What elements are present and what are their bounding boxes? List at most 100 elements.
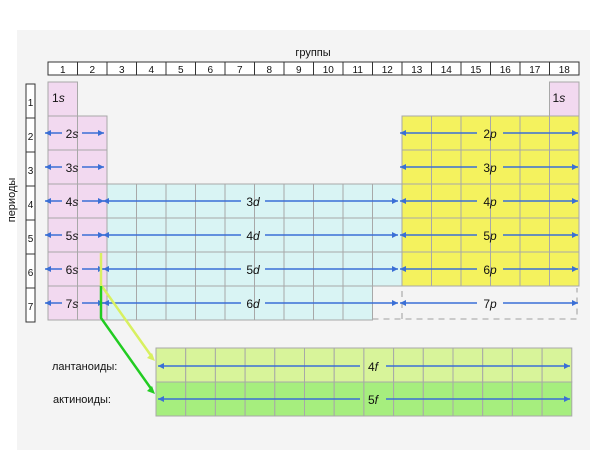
lanthanoids-label: лантаноиды: (52, 361, 117, 373)
group-number: 10 (323, 65, 335, 76)
period-number: 6 (28, 268, 34, 279)
arrow-head-left (103, 198, 109, 204)
arrow-head-right (98, 232, 104, 238)
block-label: 2s (66, 127, 79, 141)
arrow-head-right (392, 198, 398, 204)
arrow-head-left (45, 130, 51, 136)
arrow-head-right (392, 300, 398, 306)
arrow-head-right (98, 130, 104, 136)
arrow-head-right (572, 232, 578, 238)
f-cell-lanthanoid (333, 347, 365, 383)
arrow-head-left (400, 266, 406, 272)
group-number: 9 (296, 65, 302, 76)
arrow-head-right (392, 232, 398, 238)
arrow-head-right (564, 363, 570, 369)
f-cell-lanthanoid (511, 347, 543, 383)
group-number: 2 (89, 65, 95, 76)
arrow-head-right (98, 164, 104, 170)
arrow-head-left (400, 164, 406, 170)
period-number: 4 (28, 200, 34, 211)
lanthanoid-pointer-arrow (99, 253, 154, 358)
s-cell (47, 81, 78, 117)
lanthanoid-pointer-head (147, 353, 155, 361)
arrow-head-right (572, 266, 578, 272)
block-label: 3s (66, 161, 79, 175)
period-number-column: 1 2 3 4 5 6 7 (25, 83, 36, 323)
block-label: 5s (66, 229, 79, 243)
group-number: 13 (411, 65, 423, 76)
arrow-head-left (103, 300, 109, 306)
arrow-head-left (45, 198, 51, 204)
f-cell-lanthanoid (214, 347, 246, 383)
period-number: 7 (28, 302, 34, 313)
group-number: 7 (237, 65, 243, 76)
f-cell-lanthanoid (482, 347, 513, 383)
f-cell-lanthanoid (185, 347, 216, 383)
f-cell-lanthanoid (452, 347, 484, 383)
block-labels: 1s 1s 2s 3s 4s 5s 6s 7s 3d 4d 5d 6d 2p 3p 4p 5p 6p 7p 4f 5f (52, 91, 565, 407)
block-label: 4f (368, 360, 380, 374)
arrow-head-right (572, 198, 578, 204)
group-number: 6 (207, 65, 213, 76)
f-cell-lanthanoid (244, 347, 276, 383)
f-cell-lanthanoid (393, 347, 424, 383)
group-number: 12 (382, 65, 394, 76)
arrow-head-left (103, 266, 109, 272)
block-label: 4d (246, 229, 260, 243)
group-cell (549, 61, 580, 76)
block-label: 6s (66, 263, 79, 277)
block-label: 5p (483, 229, 497, 243)
block-label: 4s (66, 195, 79, 209)
period-number: 3 (28, 166, 34, 177)
block-label: 3p (483, 161, 497, 175)
arrow-head-left (158, 363, 164, 369)
block-label-1s: 1s (52, 91, 65, 105)
arrow-head-right (572, 130, 578, 136)
period-number: 1 (28, 98, 34, 109)
block-label: 7s (66, 297, 79, 311)
arrow-head-left (45, 164, 51, 170)
group-number: 18 (559, 65, 571, 76)
arrow-head-left (158, 396, 164, 402)
f-cell-lanthanoid (422, 347, 454, 383)
arrow-head-left (45, 266, 51, 272)
period-number: 5 (28, 234, 34, 245)
arrow-head-left (400, 198, 406, 204)
arrow-head-right (572, 300, 578, 306)
group-number: 3 (119, 65, 125, 76)
group-number: 5 (178, 65, 184, 76)
block-label: 5f (368, 393, 380, 407)
block-arrows (45, 130, 578, 402)
block-label: 7p (483, 297, 497, 311)
group-number: 1 (60, 65, 66, 76)
group-number: 17 (529, 65, 541, 76)
group-number: 11 (353, 65, 364, 76)
arrow-head-right (564, 396, 570, 402)
group-number: 16 (500, 65, 512, 76)
actinoids-label: актиноиды: (53, 394, 111, 406)
block-label: 2p (483, 127, 497, 141)
arrow-head-left (400, 300, 406, 306)
group-number: 14 (441, 65, 453, 76)
arrow-head-left (400, 232, 406, 238)
arrow-head-right (572, 164, 578, 170)
arrow-head-left (45, 300, 51, 306)
arrow-head-left (103, 232, 109, 238)
block-label: 4p (483, 195, 497, 209)
period-number: 2 (28, 132, 34, 143)
actinoid-pointer-head (147, 386, 155, 394)
block-label: 6d (246, 297, 260, 311)
arrow-head-left (45, 232, 51, 238)
block-label-1s-helium: 1s (553, 91, 566, 105)
arrow-head-right (98, 198, 104, 204)
block-label: 5d (246, 263, 260, 277)
f-cell-lanthanoid (274, 347, 305, 383)
group-number: 8 (266, 65, 272, 76)
block-label: 3d (246, 195, 260, 209)
arrow-head-right (392, 266, 398, 272)
group-number: 4 (148, 65, 154, 76)
block-label: 6p (483, 263, 497, 277)
groups-label: группы (295, 47, 330, 59)
